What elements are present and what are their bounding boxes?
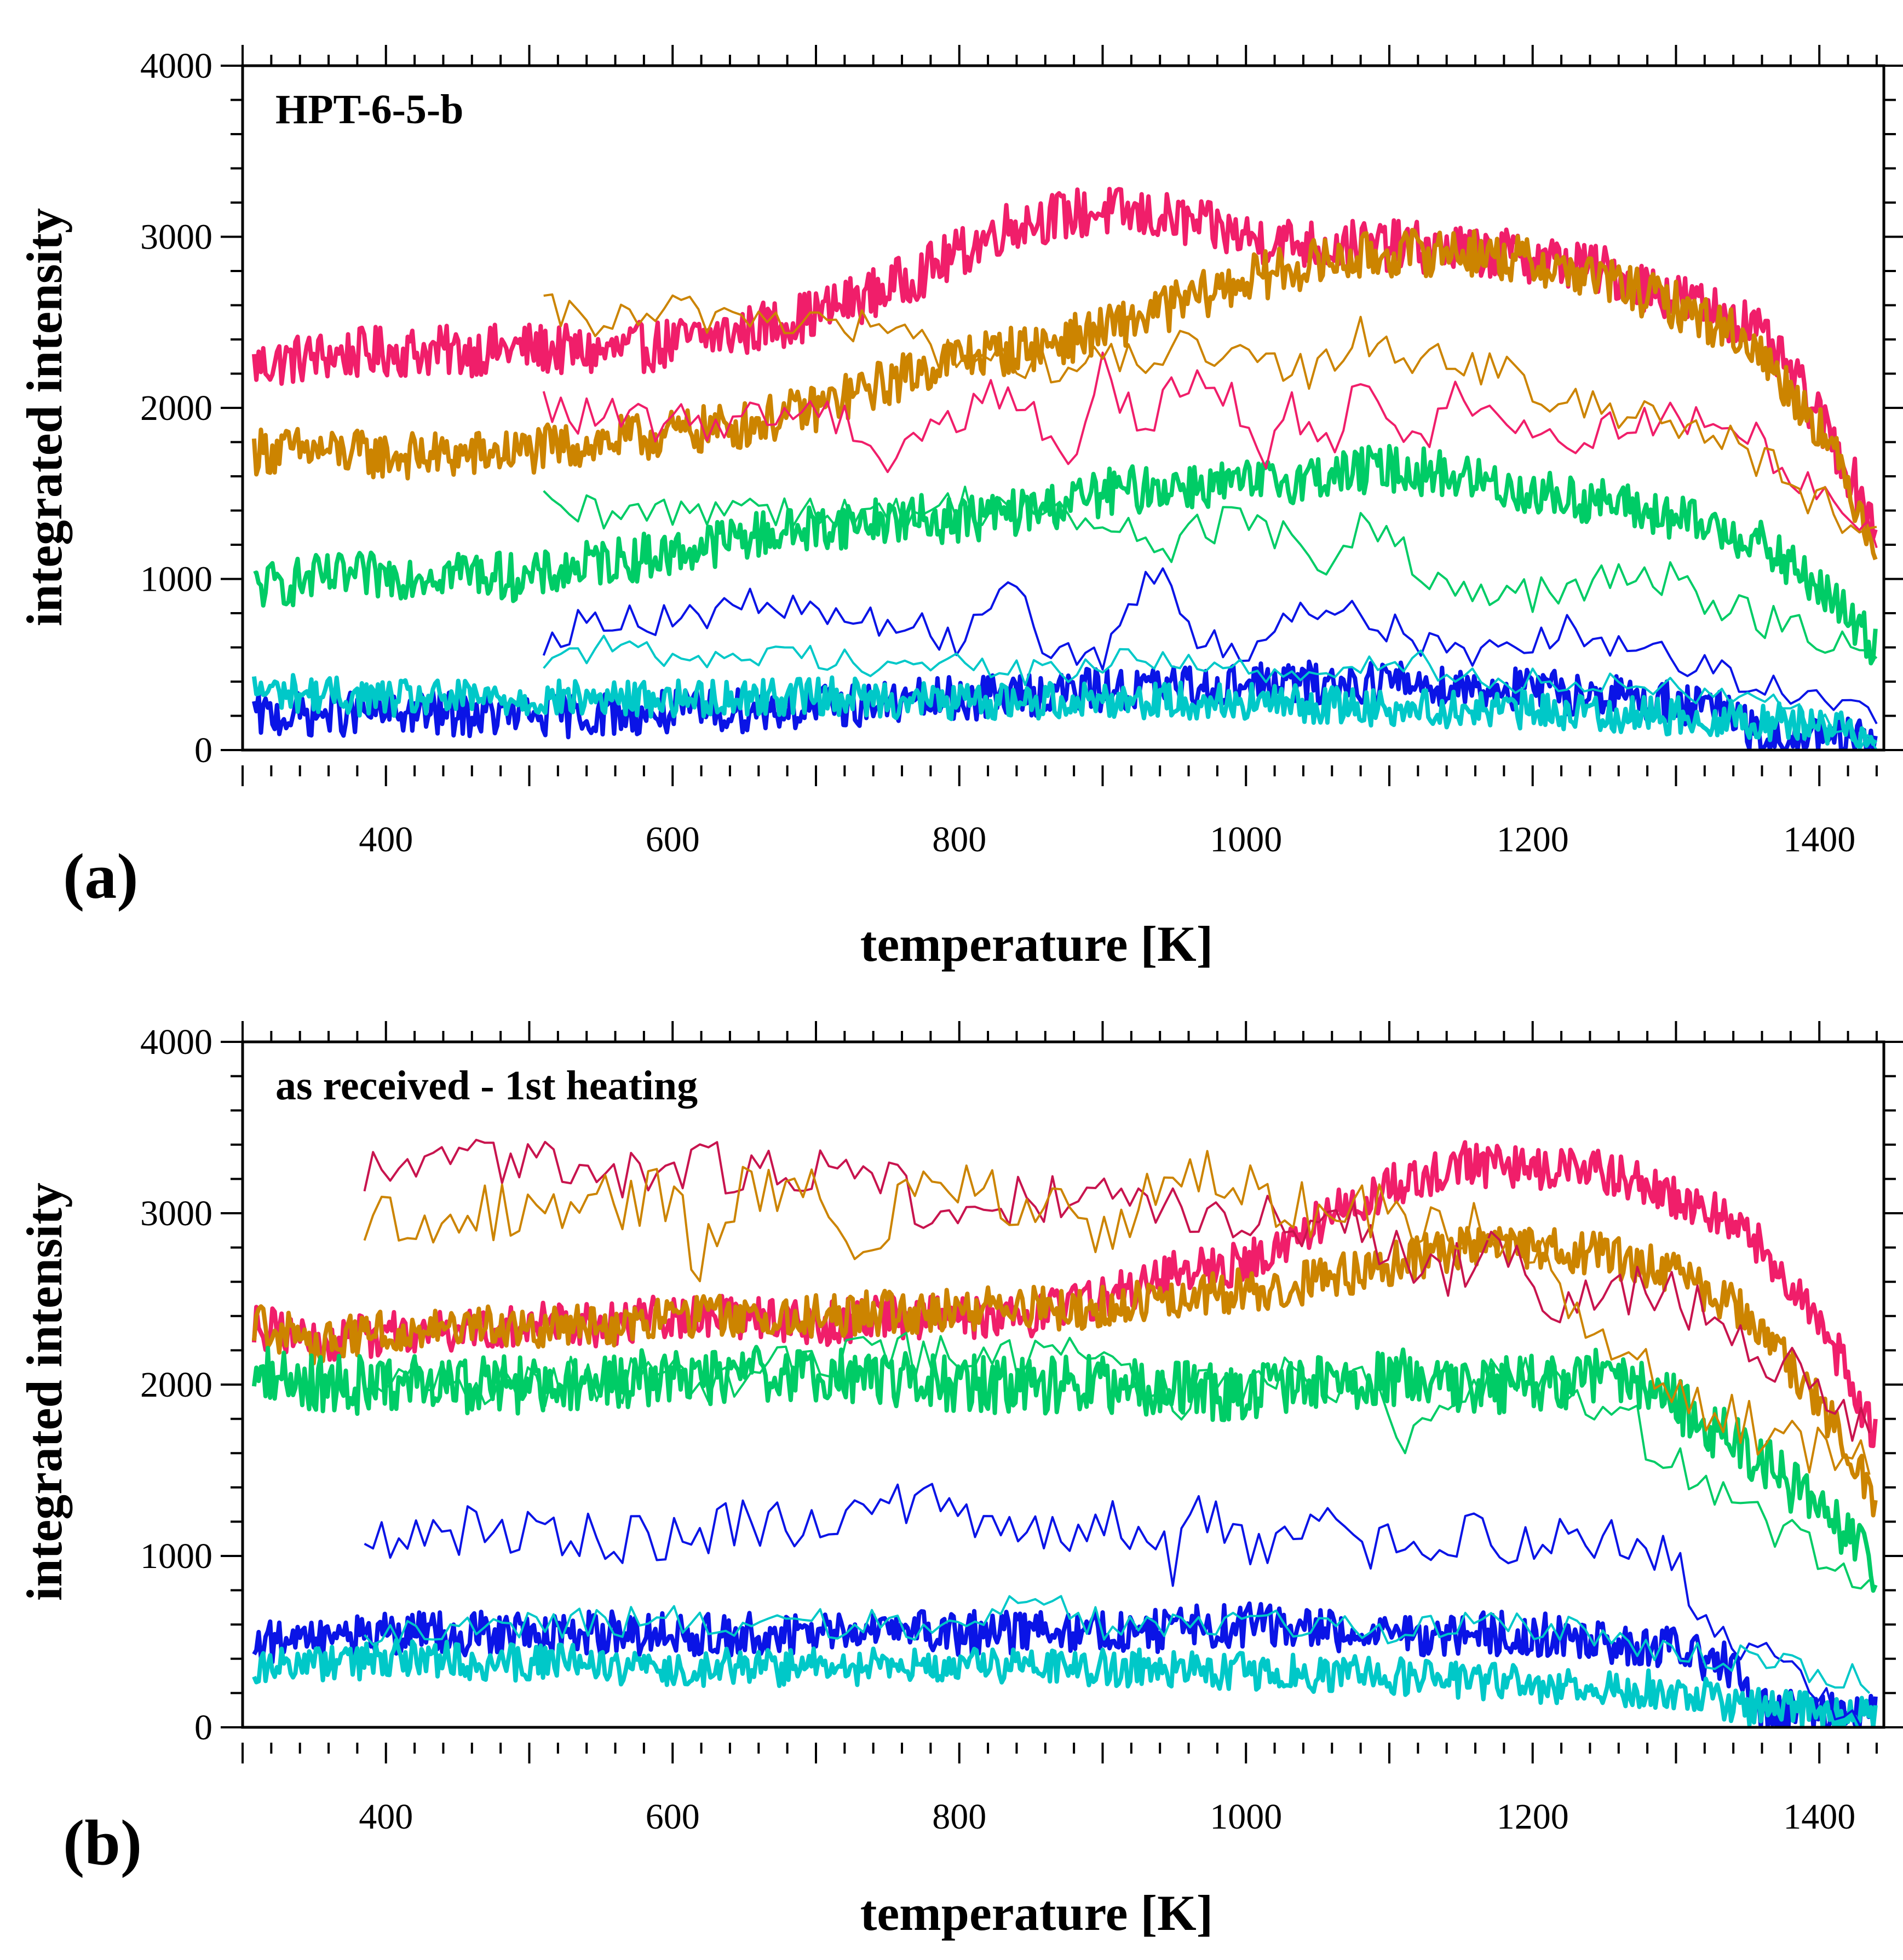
x-tick-label-a: 400 xyxy=(359,820,413,860)
x-tick-label-b: 800 xyxy=(932,1797,986,1837)
y-axis-label-b: integrated intensity xyxy=(16,1183,72,1601)
x-axis-label-a: temperature [K] xyxy=(860,916,1214,972)
y-tick-label-a: 2000 xyxy=(140,388,212,428)
x-axis-label-b: temperature [K] xyxy=(860,1885,1214,1941)
x-tick-label-a: 1400 xyxy=(1783,820,1855,860)
y-tick-label-b: 4000 xyxy=(140,1022,212,1062)
series-line-b-blue-heating xyxy=(252,1601,1878,1727)
y-axis-label-a: integrated intensity xyxy=(16,208,72,626)
series-line-b-green-cooling xyxy=(364,1331,1871,1590)
x-tick-label-a: 1000 xyxy=(1210,820,1282,860)
series-line-b-cyan-heating xyxy=(252,1638,1878,1727)
x-tick-label-b: 1200 xyxy=(1497,1797,1569,1837)
series-line-b-orange-cooling xyxy=(363,1150,1871,1475)
y-tick-label-b: 2000 xyxy=(140,1365,212,1405)
y-tick-label-a: 4000 xyxy=(140,46,212,86)
series-line-b-green-heating xyxy=(251,1345,1878,1593)
series-line-b-red-cooling xyxy=(363,1139,1871,1442)
panel-b: integrated intensity temperature [K] (b)… xyxy=(16,1021,1903,1941)
x-tick-label-b: 400 xyxy=(359,1797,413,1837)
x-tick-label-b: 1400 xyxy=(1783,1797,1855,1837)
series-line-a-orange-heating xyxy=(251,228,1878,561)
series-line-a-green-heating xyxy=(253,443,1878,666)
series-line-a-blue-cooling xyxy=(542,567,1878,724)
x-tick-label-a: 600 xyxy=(646,820,700,860)
plot-frame-a xyxy=(241,64,1885,752)
panel-label-b: (b) xyxy=(63,1807,142,1878)
series-line-b-orange-heating xyxy=(251,1226,1878,1518)
panel-label-a: (a) xyxy=(63,840,139,912)
series-line-a-orange-cooling xyxy=(543,293,1877,534)
series-line-a-cyan-heating xyxy=(251,673,1878,748)
series-group-a xyxy=(251,187,1878,750)
x-tick-label-b: 600 xyxy=(646,1797,700,1837)
series-line-b-blue-cooling xyxy=(364,1483,1870,1727)
y-tick-label-a: 0 xyxy=(194,730,212,770)
panel-title-b: as received - 1st heating xyxy=(275,1063,698,1109)
series-group-b xyxy=(251,1139,1878,1727)
y-tick-label-a: 1000 xyxy=(140,560,212,599)
series-line-b-cyan-cooling xyxy=(363,1595,1871,1694)
panel-a: integrated intensity temperature [K] (a)… xyxy=(16,45,1903,972)
x-tick-label-a: 800 xyxy=(932,820,986,860)
panel-title-a: HPT-6-5-b xyxy=(275,87,463,132)
y-tick-label-a: 3000 xyxy=(140,217,212,257)
y-tick-label-b: 0 xyxy=(194,1708,212,1748)
series-line-a-cyan-cooling xyxy=(543,635,1878,750)
y-tick-label-b: 1000 xyxy=(140,1536,212,1576)
series-line-a-red-heating xyxy=(251,187,1878,540)
series-line-a-green-cooling xyxy=(543,486,1878,659)
x-tick-label-b: 1000 xyxy=(1210,1797,1282,1837)
series-line-a-red-cooling xyxy=(542,351,1878,549)
y-tick-label-b: 3000 xyxy=(140,1194,212,1233)
x-tick-label-a: 1200 xyxy=(1497,820,1569,860)
